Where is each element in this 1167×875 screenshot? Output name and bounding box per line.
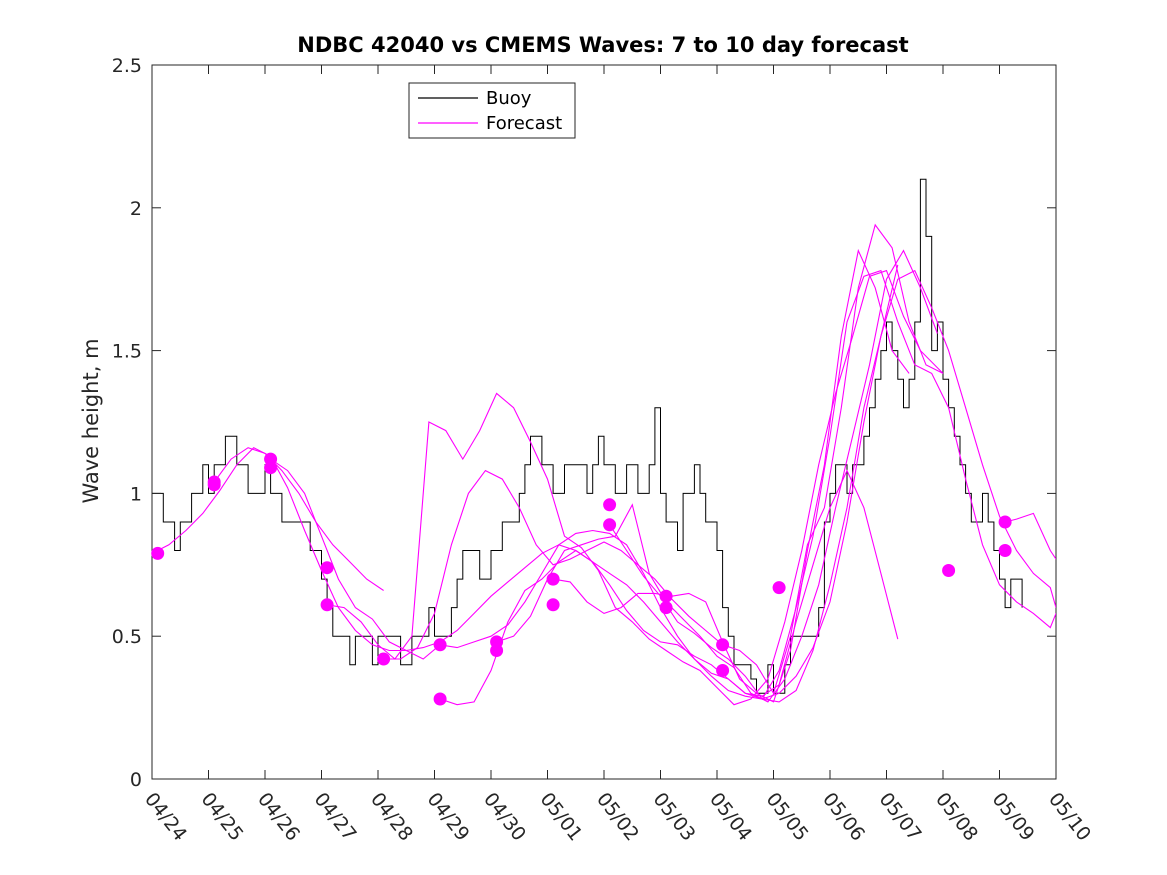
forecast-start-marker-18 (659, 601, 673, 615)
forecast-start-marker-10 (433, 692, 447, 706)
forecast-start-marker-24 (998, 544, 1012, 557)
x-tick-label: 05/08 (931, 789, 982, 846)
forecast-series-line-2 (213, 447, 384, 591)
forecast-start-marker-14 (546, 598, 560, 612)
forecast-start-marker-19 (716, 638, 730, 652)
x-tick-label: 04/29 (423, 789, 474, 846)
y-tick-label: 2.5 (112, 55, 142, 77)
buoy-series-line (152, 178, 1023, 694)
legend-label-buoy: Buoy (486, 88, 532, 109)
x-tick-label: 05/09 (988, 789, 1039, 846)
y-tick-label: 1 (130, 483, 142, 505)
forecast-series-line-5 (383, 223, 944, 695)
forecast-start-marker-1 (151, 546, 165, 560)
forecast-series-line-9 (609, 269, 1056, 700)
y-tick-label: 2 (130, 198, 142, 220)
axes-box (151, 64, 1057, 780)
forecast-start-marker-8 (377, 652, 391, 666)
x-tick-label: 04/28 (366, 789, 417, 846)
x-tick-label: 04/25 (197, 789, 248, 846)
x-tick-label: 05/02 (592, 789, 643, 846)
x-tick-label: 04/24 (140, 789, 191, 846)
x-tick-label: 05/03 (649, 789, 700, 846)
x-tick-label: 05/05 (762, 789, 813, 846)
forecast-start-marker-23 (998, 515, 1012, 529)
x-tick-label: 05/07 (875, 789, 926, 846)
x-tick-label: 04/26 (253, 789, 304, 846)
x-tick-label: 05/06 (818, 789, 869, 846)
forecast-series-line-10 (1004, 512, 1056, 560)
forecast-start-marker-20 (716, 664, 730, 677)
x-tick-label: 04/27 (310, 789, 361, 846)
forecast-series-line-4 (327, 269, 944, 706)
forecast-start-marker-16 (603, 518, 617, 532)
chart-title: NDBC 42040 vs CMEMS Waves: 7 to 10 day f… (297, 33, 908, 57)
y-tick-label: 1.5 (112, 341, 142, 363)
forecast-start-marker-9 (433, 638, 447, 652)
plot-area (151, 64, 1057, 780)
y-tick-label: 0 (130, 769, 142, 791)
forecast-start-marker-6 (320, 561, 334, 575)
forecast-start-marker-21 (772, 581, 786, 595)
forecast-start-marker-13 (546, 572, 560, 586)
legend: Buoy Forecast (408, 82, 576, 139)
forecast-start-marker-17 (659, 589, 673, 603)
forecast-start-marker-22 (942, 564, 956, 577)
legend-label-forecast: Forecast (486, 113, 562, 134)
forecast-series-line-7 (496, 249, 938, 703)
y-tick-label: 0.5 (112, 626, 142, 648)
y-axis-label: Wave height, m (79, 338, 103, 503)
x-tick-label: 05/04 (705, 789, 756, 846)
forecast-series-line-6 (439, 469, 899, 706)
forecast-start-marker-12 (490, 644, 504, 657)
forecast-start-marker-3 (207, 475, 221, 489)
forecast-start-marker-7 (320, 598, 334, 612)
forecast-series-line-8 (553, 248, 910, 703)
x-tick-label: 04/30 (479, 789, 530, 846)
forecast-series-line-1 (152, 269, 1056, 700)
forecast-start-marker-15 (603, 498, 617, 512)
forecast-start-marker-5 (264, 461, 278, 475)
forecast-series-line-3 (270, 264, 899, 703)
x-tick-label: 05/10 (1044, 789, 1095, 846)
x-tick-label: 05/01 (536, 789, 587, 846)
legend-box (408, 82, 576, 139)
